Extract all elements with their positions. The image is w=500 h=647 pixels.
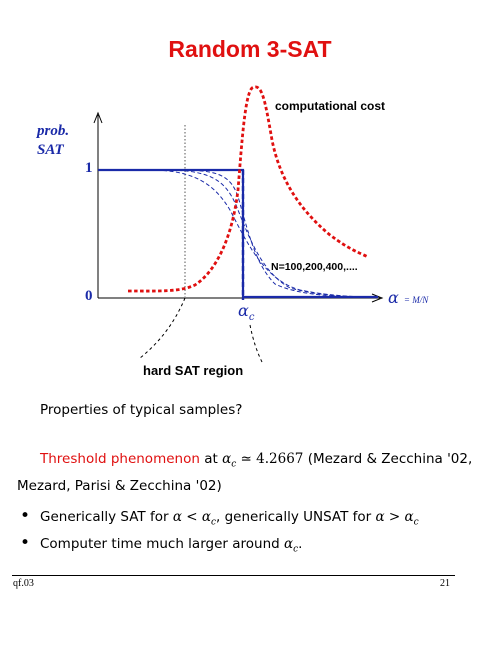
- computational-cost-curve: [127, 85, 369, 293]
- x-axis-alpha: α: [388, 288, 399, 307]
- system-sizes-label: N=100,200,400,....: [271, 261, 358, 273]
- bullet-2-text-b: .: [298, 535, 303, 552]
- threshold-term: Threshold phenomenon: [40, 451, 200, 467]
- threshold-refs-line1: (Mezard & Zecchina '02,: [307, 451, 473, 467]
- threshold-paragraph: Threshold phenomenon at αc ≃ 4.2667 (Mez…: [17, 449, 472, 497]
- y-tick-zero: 0: [85, 288, 93, 304]
- hard-region-pointer-right: [249, 324, 263, 363]
- threshold-alpha-sub: c: [231, 459, 237, 470]
- bullet-sat-unsat: Generically SAT for α < αc, generically …: [18, 506, 478, 534]
- alpha-c-subscript: c: [248, 312, 255, 324]
- bullet-computer-time: Computer time much larger around αc.: [18, 533, 478, 561]
- threshold-at: at: [204, 451, 218, 467]
- bullet-list: Generically SAT for α < αc, generically …: [18, 506, 478, 561]
- phase-transition-figure: [93, 85, 384, 363]
- question-text: Properties of typical samples?: [40, 402, 243, 418]
- bullet-2-text-a: Computer time much larger around: [40, 535, 284, 552]
- alpha-c-label: αc: [238, 301, 254, 323]
- bullet-1-text-a: Generically SAT for: [40, 509, 173, 525]
- page-number: 21: [440, 578, 450, 589]
- sat-curve-n400: [179, 169, 379, 298]
- threshold-value: ≃ 4.2667: [240, 451, 304, 467]
- y-axis-label-line2: SAT: [37, 142, 64, 158]
- cost-label: computational cost: [275, 99, 386, 113]
- bullet-1-sub-b: c: [413, 517, 419, 528]
- sat-curve-n200: [164, 169, 379, 298]
- footer-left: qf.03: [13, 578, 34, 589]
- bullet-1-math-b: α > α: [375, 509, 414, 525]
- bullet-2-math: α: [283, 535, 294, 552]
- bullet-1-text-b: , generically UNSAT for: [216, 509, 376, 525]
- bullet-1-sub-a: c: [210, 517, 216, 528]
- x-axis-label: α = M/N: [388, 288, 428, 307]
- y-tick-one: 1: [85, 160, 93, 176]
- x-axis-subscript: = M/N: [403, 295, 429, 305]
- footer-rule: [12, 575, 455, 576]
- y-axis-arrow: [93, 111, 103, 124]
- y-axis-label: prob. SAT: [37, 122, 69, 160]
- sat-step-curve: [98, 168, 378, 299]
- hard-region-pointer-left: [139, 297, 186, 359]
- bullet-2-sub: c: [293, 544, 299, 555]
- alpha-c-symbol: α: [238, 301, 249, 320]
- threshold-alpha: α: [222, 451, 232, 467]
- y-axis-label-line1: prob.: [37, 123, 70, 139]
- x-axis-arrow: [371, 293, 384, 303]
- sat-curve-n100: [149, 169, 379, 298]
- slide-title: Random 3-SAT: [168, 36, 332, 62]
- threshold-refs-line2: Mezard, Parisi & Zecchina '02): [17, 477, 222, 494]
- hard-region-label: hard SAT region: [143, 363, 244, 378]
- bullet-1-math-a: α < α: [172, 509, 211, 525]
